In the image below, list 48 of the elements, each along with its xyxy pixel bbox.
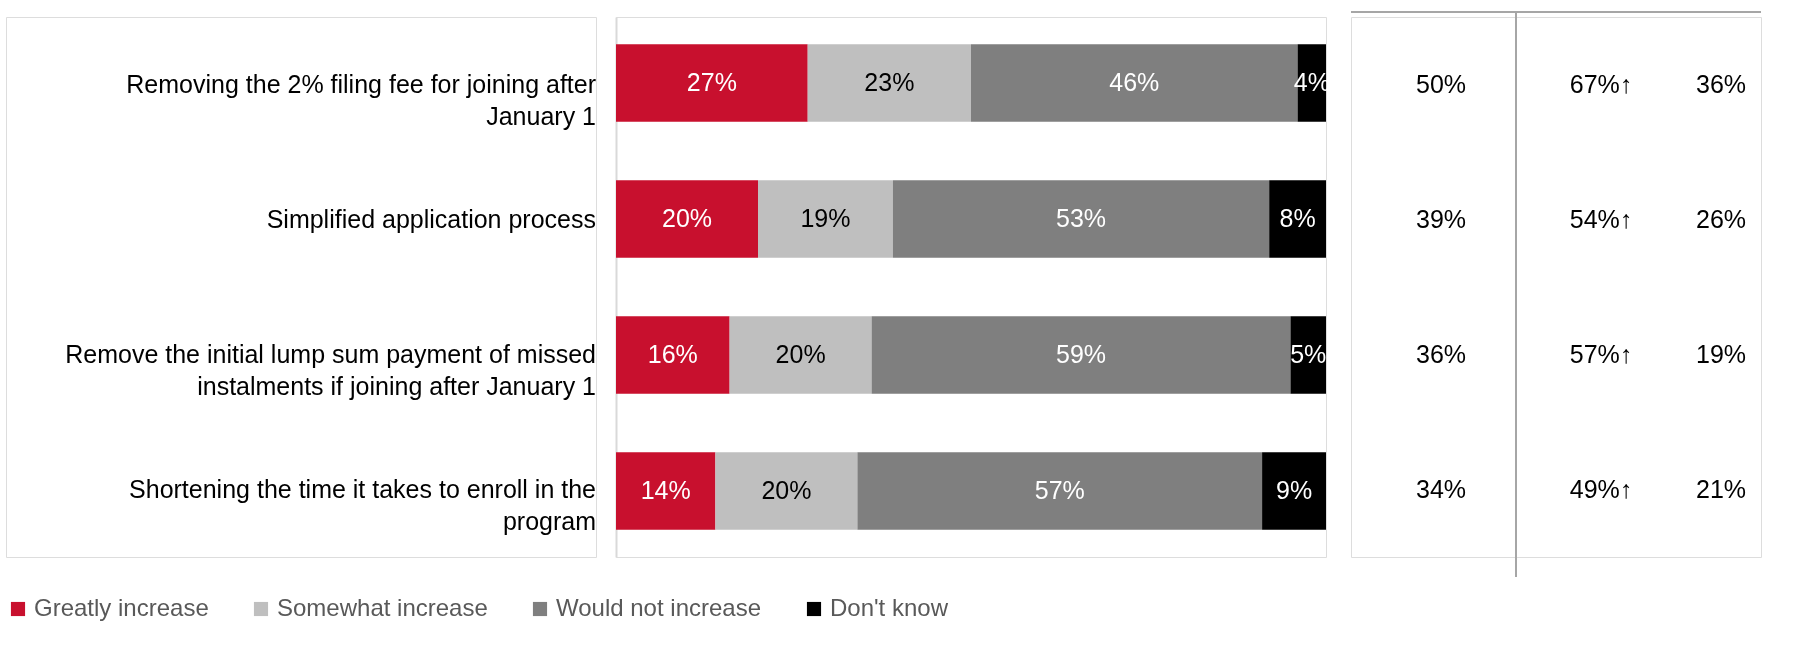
y-tick-label: Removing the 2% filing fee for joining after January 1 [126,69,596,130]
bar [729,316,872,394]
text: 36% [1695,69,1747,98]
text: 57%↑ [1569,339,1633,368]
data-label: 20% [661,203,713,232]
bar [892,180,1270,258]
legend-label: Greatly increase [34,594,209,621]
data-label: 14% [640,476,691,505]
text: 49%↑ [1569,474,1633,503]
y-tick-label: Simplified application process [266,204,596,233]
text: 50% [1415,69,1467,98]
bar [616,180,758,258]
bar [758,180,893,258]
bar [616,316,730,394]
text: 54%↑ [1569,204,1633,233]
bar [715,452,858,530]
text: 21% [1695,474,1747,503]
bar [616,452,716,530]
data-label: 5% [1290,340,1327,369]
legend-label: Somewhat increase [277,594,488,621]
data-label: 27% [686,67,737,96]
y-tick-label: Shortening the time it takes to enroll in the program [129,474,596,535]
bar [807,44,971,122]
bar [857,452,1263,530]
data-label: 46% [1109,67,1160,96]
data-label: 20% [775,340,826,369]
bar [871,316,1291,394]
text: 67%↑ [1569,69,1633,98]
data-label: 9% [1275,476,1313,505]
legend-label: Don't know [830,594,949,621]
bar [1269,180,1326,258]
text: 36% [1415,339,1467,368]
bar [1262,452,1326,530]
data-label: 57% [1034,476,1085,505]
text: 39% [1415,204,1467,233]
data-label: 20% [761,476,812,505]
data-label: 16% [647,340,698,369]
data-label: 23% [864,67,915,96]
data-label: 19% [800,203,851,232]
data-label: 59% [1056,340,1107,369]
y-tick-label: Remove the initial lump sum payment of missed instalments if joining after January 1 [65,339,596,400]
text: 34% [1415,474,1467,503]
data-label: 8% [1279,203,1316,232]
text: 19% [1695,339,1747,368]
text: 26% [1695,204,1747,233]
bar [616,44,808,122]
data-label: 53% [1056,203,1107,232]
legend-label: Would not increase [556,594,762,621]
